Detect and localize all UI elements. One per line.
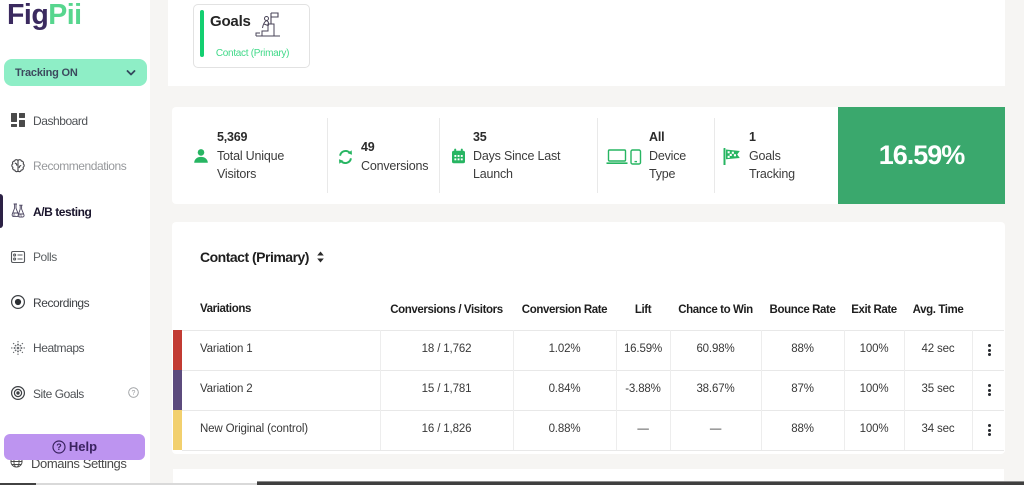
svg-text:A: A — [13, 213, 16, 217]
svg-text:?: ? — [56, 442, 62, 452]
svg-text:B: B — [19, 214, 22, 218]
svg-text:?: ? — [132, 390, 136, 397]
